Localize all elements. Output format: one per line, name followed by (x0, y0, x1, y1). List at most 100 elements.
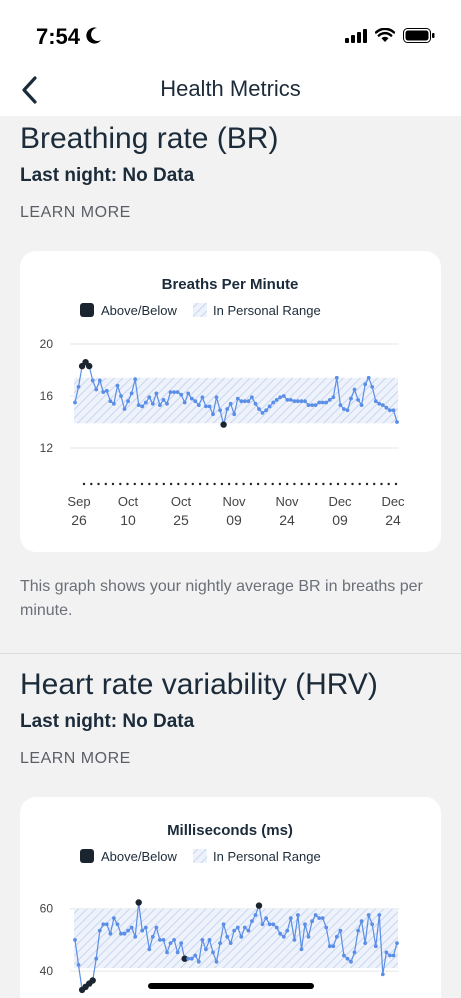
x-axis-tick-dot (322, 482, 325, 486)
outlier-point (255, 902, 263, 909)
data-point (267, 404, 272, 409)
chart-title: Breaths Per Minute (162, 276, 299, 293)
data-point (165, 950, 169, 955)
data-point (253, 401, 258, 406)
data-point (292, 399, 297, 404)
data-point (296, 913, 300, 917)
legend-label-above-below: Above/Below (101, 849, 177, 864)
data-point (150, 934, 155, 939)
br-chart-card: Breaths Per Minute Above/Below In Personal… (20, 251, 441, 552)
data-point (175, 390, 180, 394)
data-point (257, 407, 261, 411)
legend-swatch-above-below (80, 303, 94, 317)
data-point (327, 944, 332, 949)
data-point (115, 383, 120, 388)
data-point (204, 947, 208, 952)
data-point (271, 400, 276, 405)
data-point (317, 916, 322, 920)
data-point (250, 395, 254, 400)
data-point (281, 934, 286, 939)
data-point (147, 947, 152, 952)
data-point (246, 928, 251, 933)
data-point (126, 928, 130, 933)
y-tick-label: 16 (40, 389, 54, 403)
data-point (147, 395, 152, 400)
data-point (239, 399, 244, 404)
data-point (384, 950, 389, 955)
x-tick-month: Oct (171, 494, 192, 509)
data-point (179, 392, 184, 397)
data-point (97, 378, 102, 383)
x-axis-tick-dot (315, 482, 318, 486)
x-axis-tick-dot (387, 482, 390, 486)
legend-label-above-below: Above/Below (101, 303, 177, 318)
x-axis-tick-dot (220, 482, 224, 486)
nav-title: Health Metrics (160, 76, 301, 101)
data-point (274, 398, 279, 402)
data-point (122, 407, 127, 411)
data-point (232, 928, 237, 933)
hrv-chart-card: Milliseconds (ms) Above/Below In Personal … (20, 797, 441, 998)
data-point (264, 408, 268, 413)
outlier-point (181, 955, 188, 962)
data-point (179, 941, 184, 945)
data-point (101, 922, 106, 927)
wifi-icon (375, 28, 395, 42)
data-point (274, 925, 279, 930)
x-axis-tick-dot (111, 482, 115, 486)
data-point (345, 956, 350, 961)
data-point (373, 399, 378, 404)
data-point (150, 401, 155, 406)
data-point (331, 944, 336, 949)
x-axis-tick-dot (307, 482, 311, 486)
data-point (313, 403, 318, 407)
legend-swatch-personal-range (193, 849, 207, 863)
data-point (370, 922, 375, 927)
data-point (324, 400, 329, 405)
chart-title: Milliseconds (ms) (167, 822, 293, 839)
data-point (112, 916, 116, 920)
data-point (218, 408, 223, 413)
x-tick-day: 09 (332, 512, 348, 528)
data-point (310, 919, 314, 924)
data-point (356, 398, 360, 402)
data-point (172, 390, 177, 394)
br-chart: Breaths Per Minute Above/Below In Personal… (40, 276, 405, 528)
br-learn-more-link[interactable]: LEARN MORE (20, 204, 131, 221)
data-point (278, 931, 283, 936)
data-point (338, 403, 343, 407)
data-point (384, 405, 389, 410)
data-point (76, 385, 81, 389)
data-point (363, 382, 368, 387)
personal-range-band (74, 908, 398, 969)
x-axis-tick-dot (169, 482, 173, 486)
legend-label-personal-range: In Personal Range (213, 849, 321, 864)
data-point (296, 399, 300, 404)
data-point (334, 375, 339, 380)
data-point (186, 391, 191, 396)
data-point (391, 953, 396, 958)
status-bar: 7:54 (0, 0, 461, 70)
x-axis-tick-dot (177, 482, 180, 486)
moon-icon (86, 27, 101, 44)
data-point (239, 934, 244, 939)
data-point (122, 931, 127, 936)
y-tick-label: 20 (40, 337, 54, 351)
data-point (267, 922, 272, 927)
data-point (373, 944, 378, 949)
data-point (380, 972, 385, 977)
hrv-section-title: Heart rate variability (HRV) (20, 668, 378, 701)
outlier-point (86, 362, 93, 370)
nav-bar: Health Metrics (0, 70, 461, 116)
hrv-learn-more-link[interactable]: LEARN MORE (20, 750, 131, 767)
home-indicator (148, 983, 314, 989)
back-chevron-icon[interactable] (18, 74, 42, 106)
data-point (196, 959, 201, 964)
x-tick-month: Sep (67, 494, 90, 509)
data-point (363, 941, 368, 945)
x-axis-tick-dot (336, 482, 340, 486)
data-point (352, 387, 357, 392)
data-point (189, 396, 194, 401)
data-point (299, 399, 304, 404)
legend-swatch-above-below (80, 849, 94, 863)
